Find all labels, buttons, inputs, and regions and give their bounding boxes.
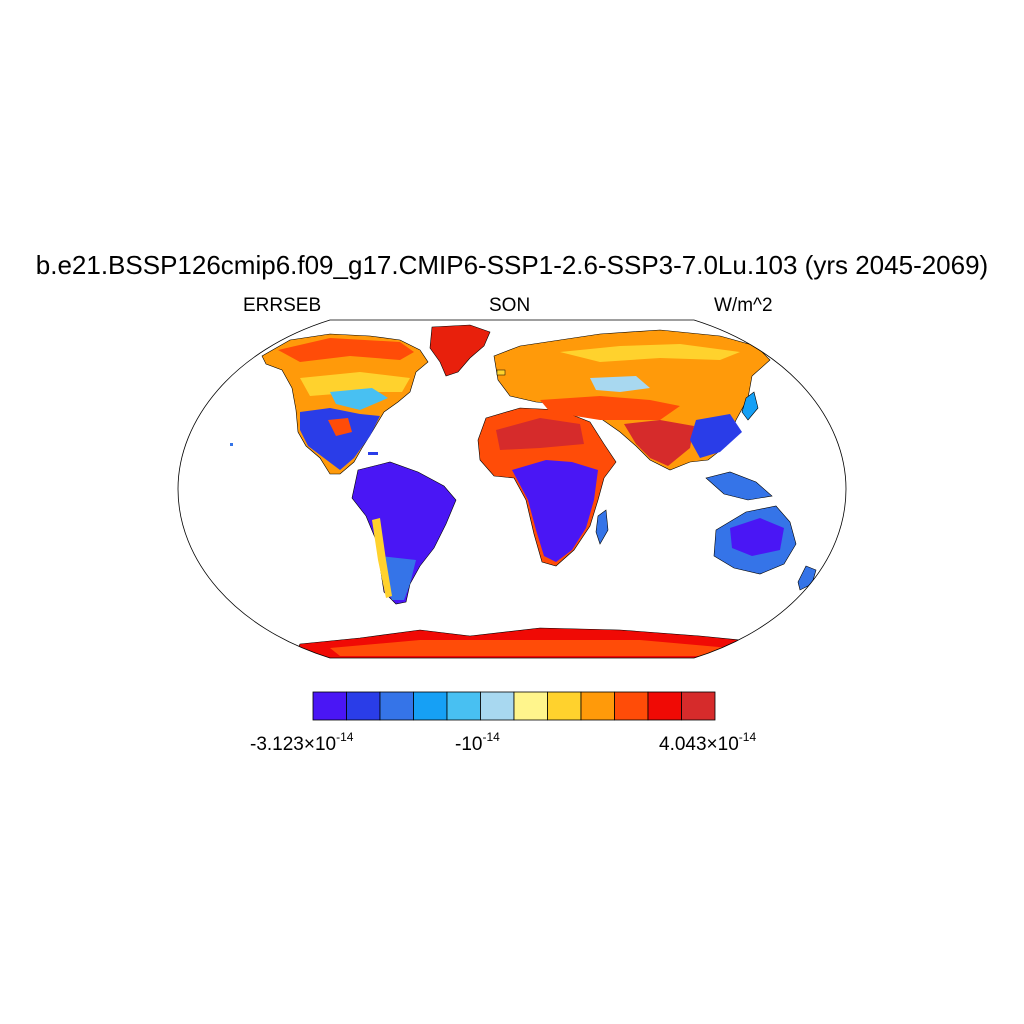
japan <box>741 391 759 421</box>
colorbar-label-max: 4.043×10-14 <box>659 730 757 755</box>
siberia-cool <box>560 344 740 362</box>
hawaii <box>230 443 233 446</box>
variable-label: ERRSEB <box>243 295 322 316</box>
season-label: SON <box>489 295 531 316</box>
colorbar-swatch-3 <box>379 691 414 721</box>
africa-sahara-hot <box>496 418 584 450</box>
southeast-asia <box>705 471 773 501</box>
colorbar-swatch-1 <box>312 691 347 721</box>
colorbar <box>312 691 716 721</box>
colorbar-swatch-2 <box>346 691 381 721</box>
na-north-band <box>278 338 414 362</box>
colorbar-swatch-9 <box>580 691 615 721</box>
na-southeast <box>300 408 380 470</box>
na-cool-band <box>330 388 388 410</box>
map-border <box>177 319 847 659</box>
na-texas <box>328 418 352 436</box>
australia-central <box>730 518 784 556</box>
tibet-india <box>624 420 694 466</box>
colorbar-swatch-4 <box>413 691 448 721</box>
sa-andes <box>372 518 392 598</box>
antarctica-warm <box>330 640 730 656</box>
na-central-band <box>300 372 410 396</box>
east-asia-cool <box>690 414 742 458</box>
central-asia-hot <box>540 396 680 420</box>
greenland <box>429 324 491 377</box>
central-asia-mid <box>590 376 650 392</box>
iceland <box>496 369 506 376</box>
units-label: W/m^2 <box>714 295 773 316</box>
colorbar-label-min: -3.123×10-14 <box>250 730 354 755</box>
colorbar-swatch-12 <box>681 691 716 721</box>
madagascar <box>595 509 609 545</box>
colorbar-swatch-7 <box>513 691 548 721</box>
colorbar-swatch-10 <box>614 691 649 721</box>
colorbar-label-mid: -10-14 <box>455 730 500 755</box>
colorbar-swatch-6 <box>480 691 515 721</box>
caribbean <box>368 452 378 455</box>
africa-central-south <box>512 460 598 562</box>
colorbar-swatch-8 <box>547 691 582 721</box>
colorbar-swatch-5 <box>446 691 481 721</box>
plot-title: b.e21.BSSP126cmip6.f09_g17.CMIP6-SSP1-2.… <box>35 250 989 280</box>
colorbar-swatch-11 <box>647 691 682 721</box>
